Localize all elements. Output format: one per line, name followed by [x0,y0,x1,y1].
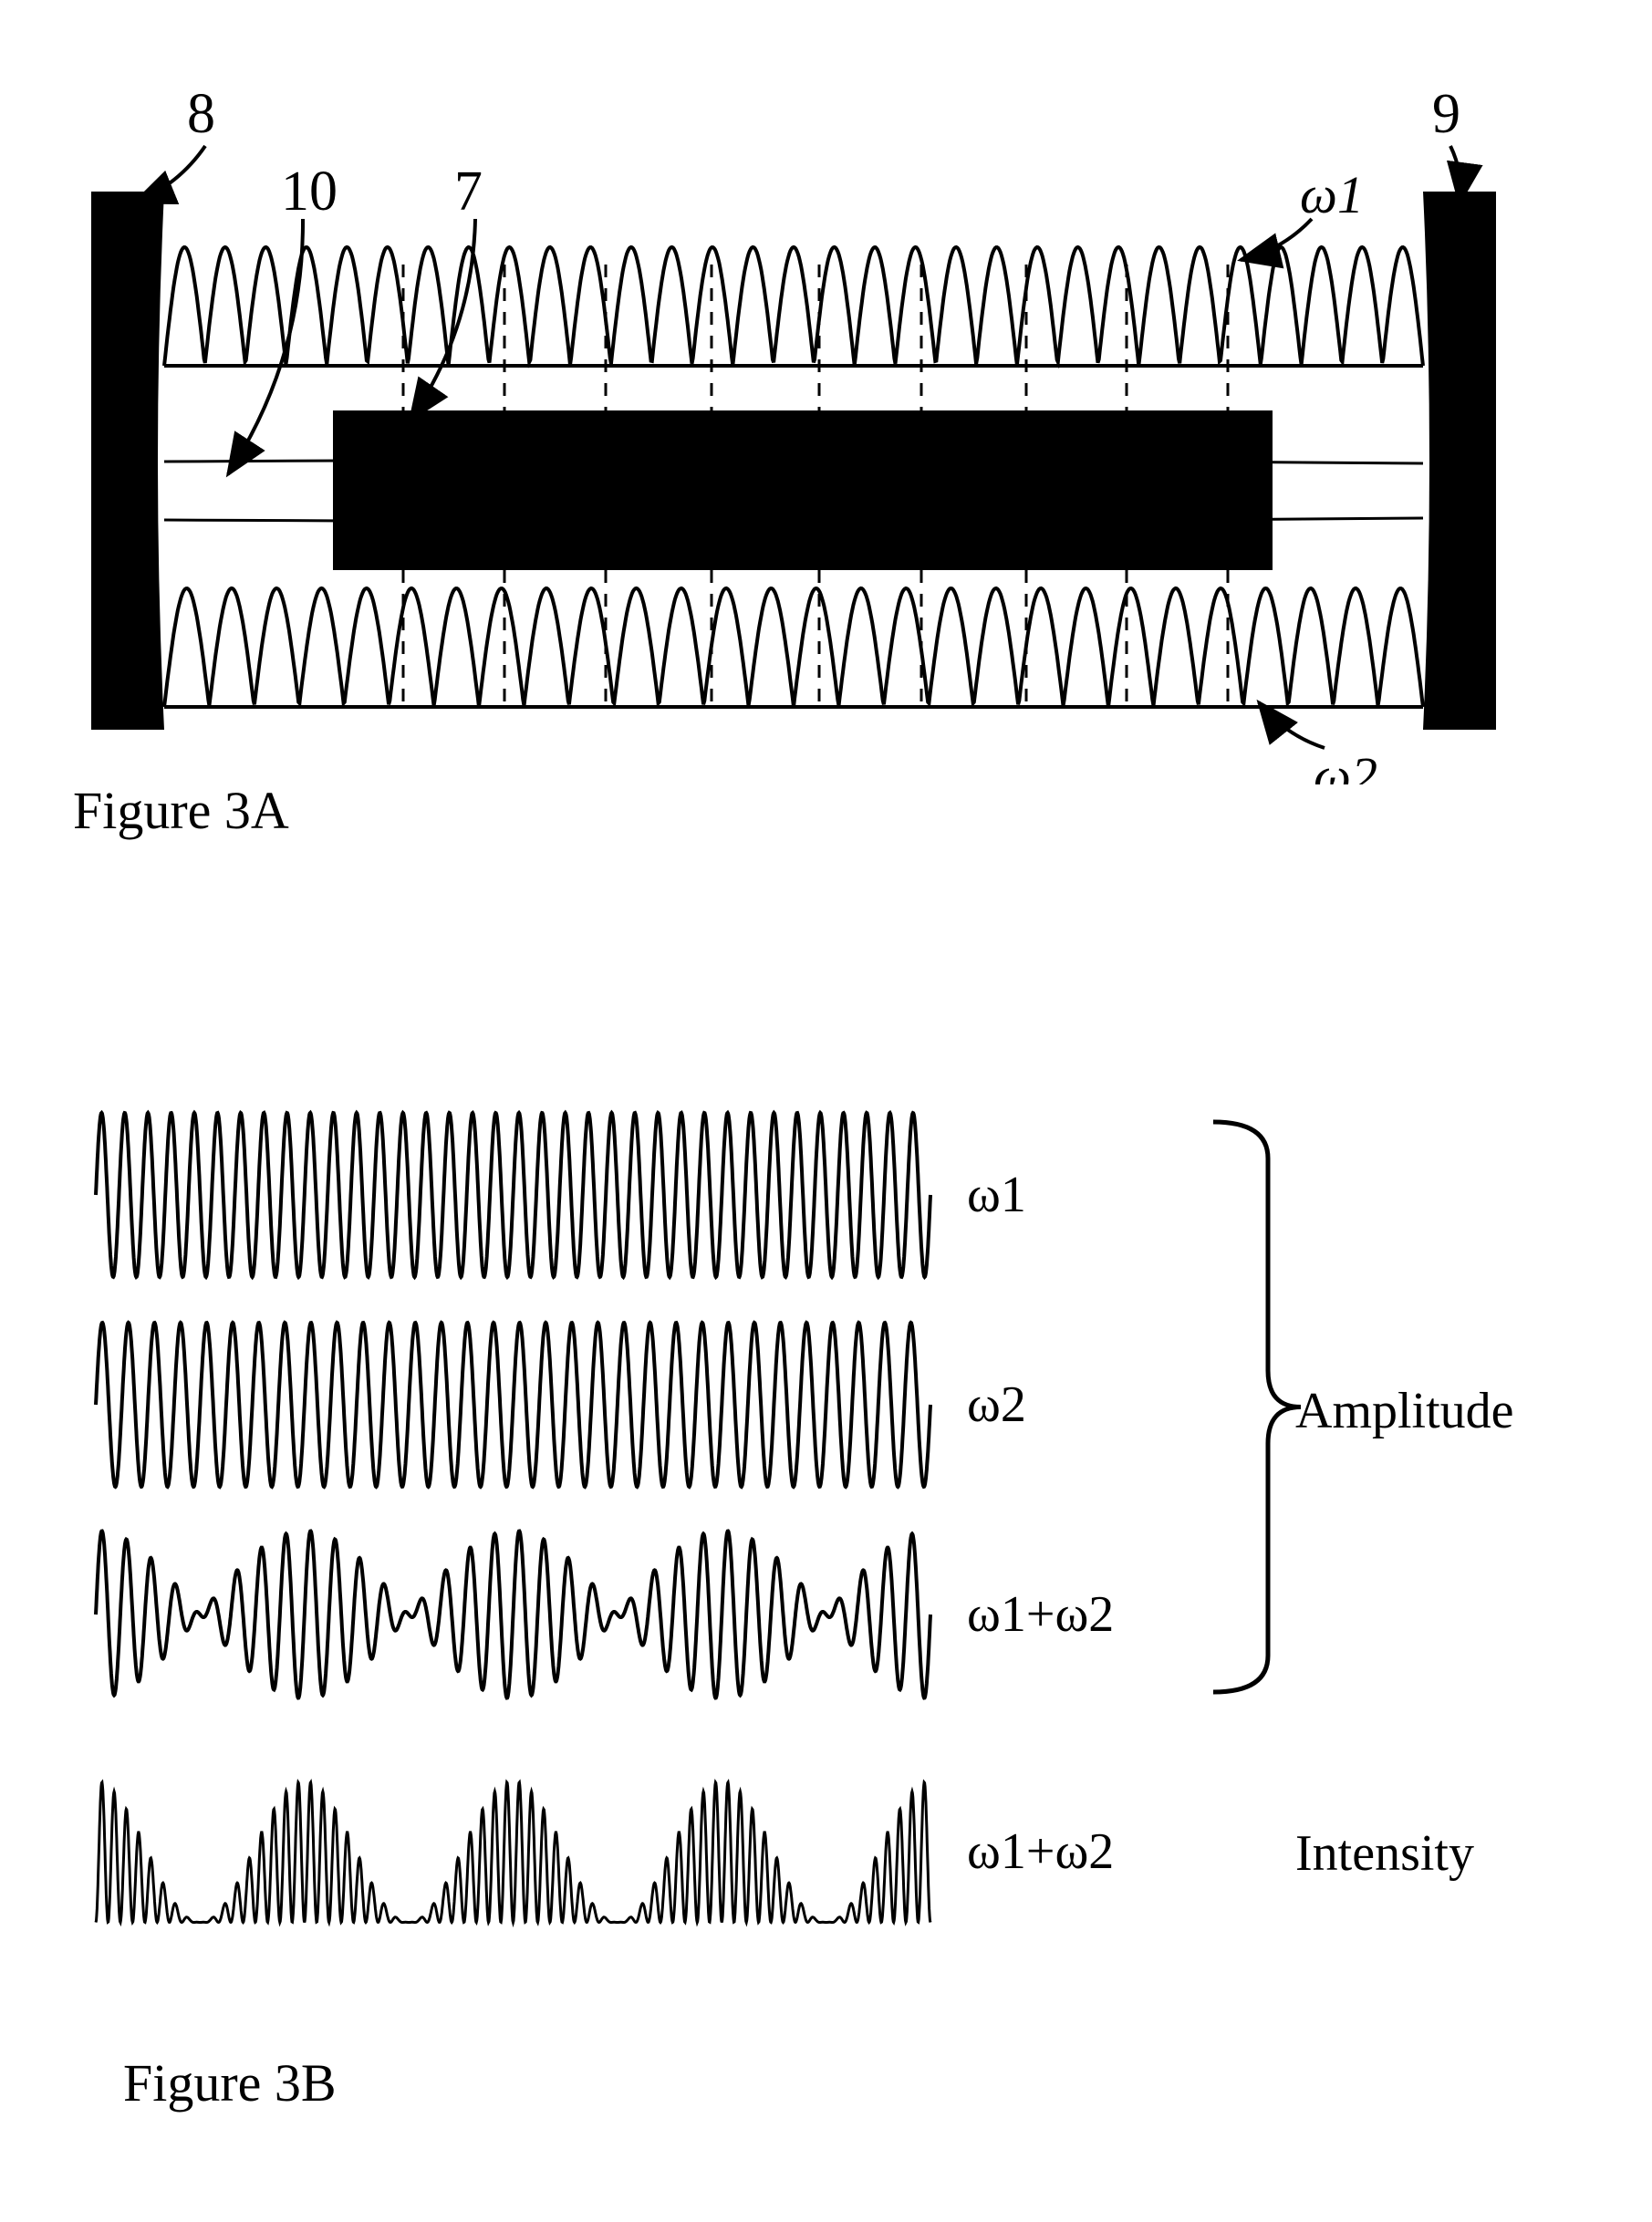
callout-label: 10 [281,161,338,223]
wave-label: ω1 [967,1167,1026,1223]
callout-arrow [1259,702,1325,748]
group-label: Amplitude [1295,1383,1514,1439]
figure-3b: ω1 ω2 ω1+ω2 ω1+ω2 Amplitude Intensity [0,1058,1652,1970]
wave-label: ω1+ω2 [967,1586,1114,1643]
callout-arrow [228,219,303,474]
caption-3b: Figure 3B [123,2052,337,2113]
callout-label: 7 [454,161,483,223]
mirror [91,192,164,730]
wave-w1w2a [96,1532,930,1698]
callout-label: ω1 [1300,165,1364,224]
page: 8 9 ω1 ω2 10 7 Figure 3A ω1 ω2 ω1+ω2 ω1+ω2 Amplit… [0,0,1652,2222]
caption-3a: Figure 3A [73,780,289,841]
mirror [1423,192,1496,730]
callout-label: 8 [187,83,215,145]
wave-w1 [96,1113,930,1277]
bottom-wave-omega2 [164,588,1423,707]
callout-label: ω2 [1314,746,1377,784]
figure-3a: 8 9 ω1 ω2 10 7 [0,55,1652,784]
group-label: Intensity [1295,1825,1474,1882]
wave-label: ω2 [967,1376,1026,1433]
gain-medium [333,410,1273,570]
amplitude-brace [1213,1122,1301,1692]
top-wave-omega1 [164,247,1423,366]
wave-w2 [96,1323,930,1487]
wave-label: ω1+ω2 [967,1823,1114,1880]
wave-w1w2i [96,1782,930,1923]
callout-label: 9 [1432,83,1460,145]
